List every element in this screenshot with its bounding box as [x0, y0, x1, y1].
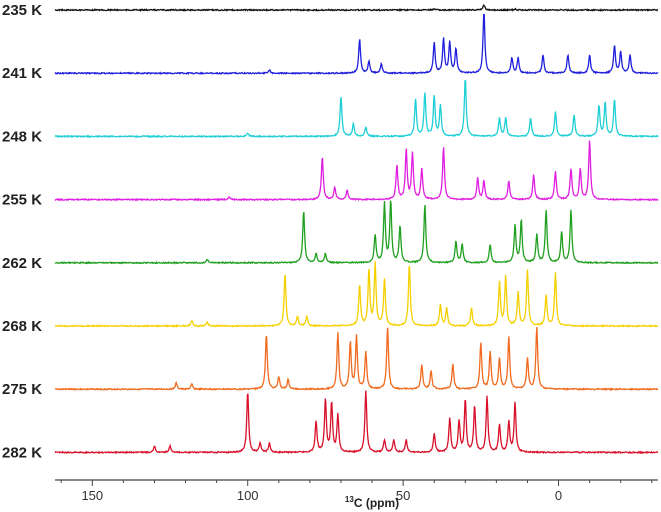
x-tick-label: 150 [81, 488, 103, 503]
x-axis: 150 100 50 0 13C (ppm) [55, 479, 658, 510]
temperature-label: 235 K [2, 2, 42, 19]
spectrum-line-241k [54, 13, 659, 76]
temperature-label: 275 K [2, 381, 42, 398]
spectrum-line-268k [54, 261, 659, 328]
x-tick-label: 100 [237, 488, 259, 503]
temperature-label: 255 K [2, 192, 42, 209]
x-axis-label-superscript: 13 [345, 495, 354, 504]
x-tick-label: 50 [396, 488, 410, 503]
spectrum-line-235k [54, 4, 659, 12]
x-axis-label: 13C (ppm) [345, 495, 399, 510]
spectrum-line-262k [54, 200, 659, 265]
temperature-label: 241 K [2, 65, 42, 82]
spectrum-line-255k [54, 140, 659, 202]
spectra-layer [54, 4, 659, 455]
spectrum-line-248k [54, 79, 659, 139]
x-tick-label: 0 [555, 488, 562, 503]
spectrum-line-282k [54, 390, 659, 455]
x-axis-label-main: C (ppm) [354, 496, 399, 510]
spectrum-line-275k [54, 326, 659, 392]
temperature-label: 268 K [2, 318, 42, 335]
temperature-label: 262 K [2, 255, 42, 272]
temperature-label: 282 K [2, 444, 42, 461]
temperature-label: 248 K [2, 128, 42, 145]
x-axis-ticks: 150 100 50 0 [60, 480, 653, 503]
temperature-labels: 235 K 241 K 248 K 255 K 262 K 268 K 275 K 282 K [2, 2, 42, 461]
